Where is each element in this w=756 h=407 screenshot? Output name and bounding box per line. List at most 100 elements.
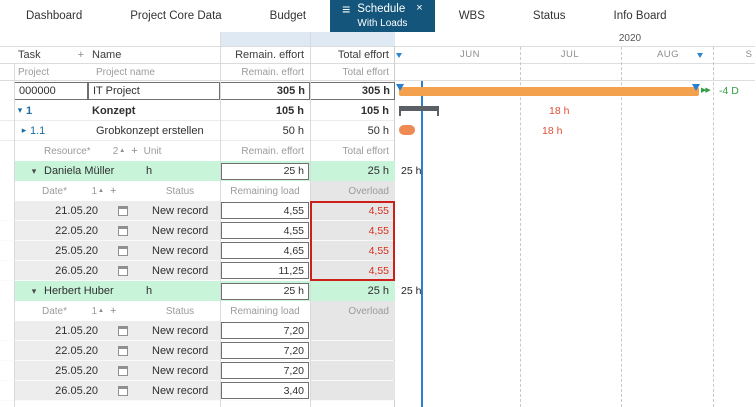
remaining-load-field[interactable]: 11,25	[221, 262, 309, 279]
project-row[interactable]: 000000 IT Project 305 h 305 h	[0, 81, 395, 101]
date-cell[interactable]: 25.05.20	[14, 361, 106, 380]
date-column-header[interactable]: Date*	[42, 305, 68, 317]
resource-remain-field[interactable]: 25 h	[221, 282, 309, 300]
tab-status[interactable]: Status	[509, 0, 590, 32]
add-date-icon[interactable]: +	[110, 185, 117, 197]
status-value: New record	[152, 324, 209, 337]
sort-asc-icon[interactable]: ▲	[98, 188, 104, 194]
expand-icon[interactable]: ▸	[21, 125, 27, 135]
sort-asc-icon[interactable]: ▲	[119, 148, 126, 154]
overload-column-header[interactable]: Overload	[348, 305, 389, 317]
status-value: New record	[152, 264, 209, 277]
remaining-load-field[interactable]: 7,20	[221, 342, 309, 359]
remaining-load-field[interactable]: 3,40	[221, 382, 309, 399]
date-cell[interactable]: 22.05.20	[14, 221, 106, 240]
tab-schedule[interactable]: ≡ Schedule × With Loads	[330, 0, 435, 32]
gantt-canvas[interactable]: 2020 JUN JUL AUG S ▶▶ -4 D 18 h 18 h 25 …	[395, 32, 755, 407]
status-cell[interactable]: New record	[140, 221, 220, 240]
resource-row-herbert[interactable]: ▾ Herbert Huber h 25 h 25 h	[0, 281, 395, 301]
tab-project-core-data[interactable]: Project Core Data	[106, 0, 245, 32]
task-bar-grobkonzept[interactable]	[399, 125, 415, 135]
collapse-icon[interactable]: ▾	[31, 285, 37, 296]
tab-budget[interactable]: Budget	[246, 0, 330, 32]
date-cell[interactable]: 25.05.20	[14, 241, 106, 260]
tab-schedule-label: Schedule	[357, 3, 406, 16]
project-id-field[interactable]: 000000	[14, 82, 88, 100]
tab-label: Budget	[269, 10, 307, 22]
tab-info-board[interactable]: Info Board	[590, 0, 691, 32]
unit-column-header[interactable]: Unit	[143, 145, 162, 157]
date-cell[interactable]: 26.05.20	[14, 261, 106, 280]
day-row[interactable]: 26.05.20 New record 11,25 4,55	[0, 261, 395, 281]
calendar-icon[interactable]	[118, 265, 128, 276]
remain-subheader: Remain. effort	[241, 66, 304, 78]
task-row-grobkonzept[interactable]: ▸ 1.1 Grobkonzept erstellen 50 h 50 h	[0, 121, 394, 141]
project-bar[interactable]	[399, 87, 699, 96]
status-column-header[interactable]: Status	[165, 185, 195, 197]
date-column-header[interactable]: Date*	[42, 185, 68, 197]
remain-effort-column-header[interactable]: Remain. effort	[235, 49, 304, 61]
resource-column-header[interactable]: Resource*	[44, 145, 91, 157]
project-name-field[interactable]: IT Project	[88, 82, 220, 100]
remaining-load-field[interactable]: 4,55	[221, 202, 309, 219]
menu-icon[interactable]: ≡	[342, 0, 351, 17]
timeline-end-marker-icon[interactable]	[697, 53, 703, 58]
sort-order-number[interactable]: 2	[112, 145, 119, 157]
calendar-icon[interactable]	[118, 325, 128, 336]
date-cell[interactable]: 26.05.20	[14, 381, 106, 400]
remaining-load-column-header[interactable]: Remaining load	[230, 305, 300, 317]
status-cell[interactable]: New record	[140, 261, 220, 280]
day-row[interactable]: 25.05.20 New record 7,20	[0, 361, 395, 381]
status-cell[interactable]: New record	[140, 341, 220, 360]
day-row[interactable]: 25.05.20 New record 4,65 4,55	[0, 241, 395, 261]
add-column-icon[interactable]: +	[77, 49, 84, 61]
tab-wbs[interactable]: WBS	[435, 0, 509, 32]
project-remain-field[interactable]: 305 h	[220, 82, 310, 100]
status-column-header[interactable]: Status	[165, 305, 195, 317]
summary-bar-konzept[interactable]	[399, 106, 439, 116]
remaining-load-field[interactable]: 4,55	[221, 222, 309, 239]
calendar-icon[interactable]	[118, 245, 128, 256]
status-cell[interactable]: New record	[140, 321, 220, 340]
status-cell[interactable]: New record	[140, 241, 220, 260]
add-resource-icon[interactable]: +	[131, 145, 138, 157]
day-row[interactable]: 26.05.20 New record 3,40	[0, 381, 395, 401]
status-cell[interactable]: New record	[140, 201, 220, 220]
timeline-start-marker-icon[interactable]	[396, 53, 402, 58]
day-row[interactable]: 21.05.20 New record 4,55 4,55	[0, 201, 395, 221]
remaining-load-field[interactable]: 4,65	[221, 242, 309, 259]
day-row[interactable]: 21.05.20 New record 7,20	[0, 321, 395, 341]
remaining-load-column-header[interactable]: Remaining load	[230, 185, 300, 197]
calendar-icon[interactable]	[118, 225, 128, 236]
calendar-icon[interactable]	[118, 205, 128, 216]
status-cell[interactable]: New record	[140, 361, 220, 380]
day-row[interactable]: 22.05.20 New record 4,55 4,55	[0, 221, 395, 241]
collapse-icon[interactable]: ▾	[31, 165, 37, 176]
calendar-icon[interactable]	[118, 385, 128, 396]
calendar-icon[interactable]	[118, 365, 128, 376]
sort-order-number[interactable]: 1	[91, 305, 98, 317]
date-cell[interactable]: 21.05.20	[14, 201, 106, 220]
close-icon[interactable]: ×	[416, 2, 423, 15]
overload-column-header[interactable]: Overload	[348, 185, 389, 197]
task-row-konzept[interactable]: ▾ 1 Konzept 105 h 105 h	[0, 101, 394, 121]
resource-row-daniela[interactable]: ▾ Daniela Müller h 25 h 25 h	[0, 161, 395, 181]
sort-asc-icon[interactable]: ▲	[98, 308, 104, 314]
status-cell[interactable]: New record	[140, 381, 220, 400]
calendar-icon[interactable]	[118, 345, 128, 356]
task-column-header[interactable]: Task	[18, 49, 41, 61]
day-row[interactable]: 22.05.20 New record 7,20	[0, 341, 395, 361]
tab-dashboard[interactable]: Dashboard	[2, 0, 106, 32]
resource-remain-field[interactable]: 25 h	[221, 162, 309, 180]
remaining-load-field[interactable]: 7,20	[221, 362, 309, 379]
name-column-header[interactable]: Name	[92, 49, 122, 61]
sort-order-number[interactable]: 1	[91, 185, 98, 197]
project-total-field[interactable]: 305 h	[310, 82, 395, 100]
collapse-icon[interactable]: ▾	[17, 105, 23, 115]
month-label-jun: JUN	[460, 49, 480, 60]
add-date-icon[interactable]: +	[110, 305, 117, 317]
date-cell[interactable]: 21.05.20	[14, 321, 106, 340]
remaining-load-field[interactable]: 7,20	[221, 322, 309, 339]
total-effort-column-header[interactable]: Total effort	[337, 49, 389, 61]
date-cell[interactable]: 22.05.20	[14, 341, 106, 360]
